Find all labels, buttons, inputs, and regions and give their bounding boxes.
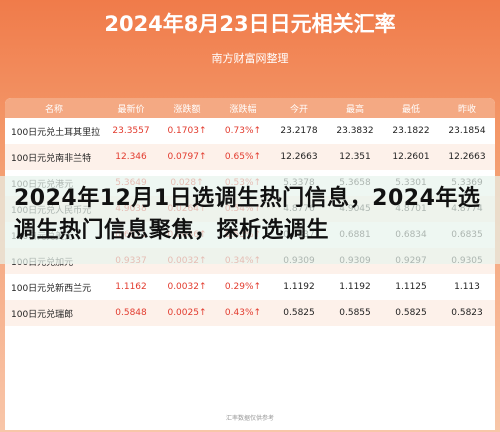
table-cell-latest: 12.346 [115, 152, 147, 162]
column-header: 最低 [401, 104, 420, 115]
table-cell-low: 12.2601 [392, 152, 430, 162]
table-cell-change: 0.0032↑ [167, 282, 207, 292]
table-cell-pct: 0.29%↑ [224, 282, 262, 292]
table-cell-change: 0.1703↑ [167, 126, 207, 136]
table-cell-high: 0.5855 [339, 308, 371, 318]
table-cell-low: 23.1822 [392, 126, 430, 136]
column-header: 最高 [345, 104, 364, 115]
column-header: 名称 [44, 104, 63, 115]
table-cell-high: 1.1192 [339, 282, 371, 292]
table-row: 100日元兑瑞郎 0.5848 0.0025↑ 0.43%↑ 0.5825 0.5855 0… [5, 300, 495, 326]
footer-note: 汇率数据仅供参考 [225, 415, 274, 422]
table-cell-open: 12.2663 [280, 152, 318, 162]
table-cell-open: 1.1192 [283, 282, 315, 292]
table-header-row: 名称 最新价 涨跌额 涨跌幅 今开 最高 最低 昨收 [5, 98, 495, 118]
table-row: 100日元兑土耳其里拉 23.3557 0.1703↑ 0.73%↑ 23.2178 23… [5, 118, 495, 144]
table-cell-change: 0.0797↑ [167, 152, 207, 162]
table-cell-prev: 0.5823 [451, 308, 483, 318]
table-cell-latest: 0.5848 [115, 308, 147, 318]
column-header: 涨跌幅 [229, 104, 257, 115]
table-cell-open: 23.2178 [280, 126, 318, 136]
table-cell-prev: 23.1854 [448, 126, 486, 136]
table-cell-pct: 0.43%↑ [224, 308, 262, 318]
table-cell-low: 0.5825 [395, 308, 427, 318]
overlay-banner [0, 176, 500, 264]
column-header: 涨跌额 [173, 104, 201, 115]
table-cell-pct: 0.73%↑ [224, 126, 262, 136]
table-cell-open: 0.5825 [283, 308, 315, 318]
table-cell-prev: 1.113 [454, 282, 480, 292]
table-cell-low: 1.1125 [395, 282, 427, 292]
column-header: 昨收 [457, 104, 476, 115]
overlay-banner-text: 2024年12月1日选调生热门信息，2024年选调生热门信息聚焦，探析选调生 [14, 186, 481, 243]
rate-table-card: 名称 最新价 涨跌额 涨跌幅 今开 最高 最低 昨收 100日元兑土耳其里拉 23… [5, 98, 495, 430]
table-cell-high: 12.351 [339, 152, 371, 162]
table-cell-name: 100日元兑新西兰元 [11, 283, 92, 294]
table-cell-name: 100日元兑瑞郎 [11, 309, 74, 320]
page-title: 2024年8月23日日元相关汇率 [104, 12, 396, 36]
table-cell-name: 100日元兑南非兰特 [11, 153, 92, 164]
column-header: 最新价 [117, 104, 145, 115]
table-cell-latest: 1.1162 [115, 282, 147, 292]
table-cell-latest: 23.3557 [112, 126, 150, 136]
table-cell-pct: 0.65%↑ [224, 152, 262, 162]
page-subtitle: 南方财富网整理 [211, 52, 289, 65]
column-header: 今开 [289, 104, 308, 115]
table-row: 100日元兑新西兰元 1.1162 0.0032↑ 0.29%↑ 1.1192 1.119… [5, 274, 495, 300]
table-cell-change: 0.0025↑ [167, 308, 207, 318]
table-cell-high: 23.3832 [336, 126, 374, 136]
table-cell-name: 100日元兑土耳其里拉 [11, 127, 101, 138]
table-row: 100日元兑南非兰特 12.346 0.0797↑ 0.65%↑ 12.2663 12.3… [5, 144, 495, 170]
table-cell-prev: 12.2663 [448, 152, 486, 162]
